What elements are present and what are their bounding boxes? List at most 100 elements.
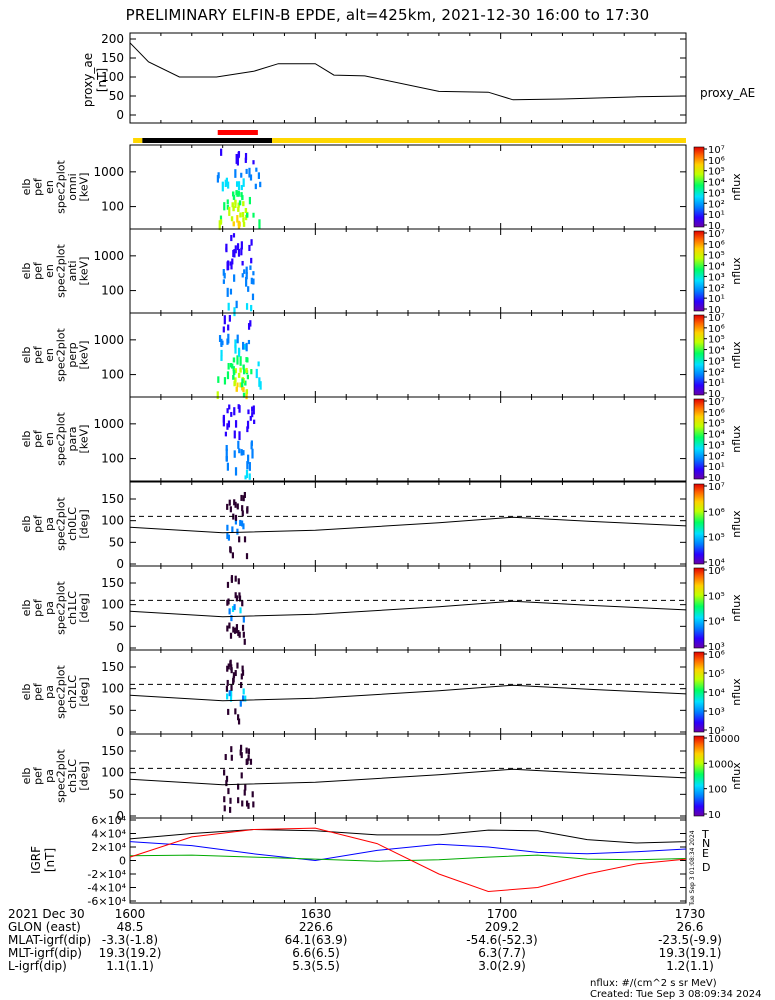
panel-2-spectrogram-cell [240,241,243,250]
panel-2-frame [129,228,687,314]
panel-3-ylabel-line: perp [66,342,79,367]
panel-7-ytick-label: 100 [101,682,124,696]
panel-7-ylabel-line: pef [32,682,45,701]
panel-6-pa-cell [238,595,242,602]
panel-6-ylabel-line: pa [43,601,56,615]
panel-7-pa-cell [232,672,236,679]
colorbar-2-label: nflux [730,257,743,285]
panel-3-spectrogram-core [235,386,238,392]
panel-5-pa-cell [241,505,244,512]
panel-4-spectrogram-cell [224,431,227,437]
colorbar-3-tick-label: 10⁶ [708,324,725,335]
colorbar-4-tick-label: 10⁶ [708,408,725,419]
panel-3-spectrogram-cell [259,381,262,390]
panel-3-spectrogram-cell [247,339,251,345]
panel-3-spectrogram-cell [257,361,260,367]
panel-1-spectrogram-cell [240,185,243,191]
panel-4-ylabel-line: en [43,432,56,446]
panel-8-pa-cell [249,758,253,765]
panel-4-ytick-label: 100 [101,452,124,466]
panel-4-spectrogram-cell [225,448,228,459]
ephemeris-row-label: 2021 Dec 30 [8,907,85,921]
colorbar-1-label: nflux [730,173,743,201]
panel-7-pa-cell [227,708,230,715]
panel-8-pa-cell [247,754,250,761]
panel-4-spectrogram-cell [225,456,228,462]
panel-4-spectrogram-cell [238,448,241,454]
panel-6-pa-cell [226,625,229,632]
panel-7-ylabel-line: spec2plot [55,665,68,719]
colorbar-3-tick-label: 10² [708,367,725,378]
colorbar-6-tick-label: 10⁶ [708,566,725,577]
panel-4-spectrogram-cell [233,450,236,458]
panel-5-pa-cell [226,524,229,531]
panel-6-pa-cell [239,607,242,614]
panel-4-spectrogram-cell [237,404,240,409]
panel-3-spectrogram-core [232,357,236,363]
panel-5-pa-cell [234,518,238,525]
panel-6-pa-cell [228,622,231,629]
panel-2-spectrogram-cell [233,249,236,258]
proxy-ae-ytick-label: 100 [101,70,124,84]
panel-1-spectrogram-core [242,217,245,223]
panel-3-spectrogram-cell [220,349,223,357]
panel-5-pa-cell [242,523,245,530]
panel-4-spectrogram-cell [247,409,250,415]
panel-2-spectrogram-cell [234,245,237,254]
colorbar-2-tick-label: 10⁷ [708,229,725,240]
panel-6-ylabel-line: [deg] [78,593,91,622]
panel-7-pa-cell [226,679,229,686]
igrf-legend-N: N [702,837,710,850]
panel-2-spectrogram-cell [247,286,250,292]
panel-8-pa-cell [247,748,251,755]
panel-3-spectrogram-core [232,369,236,375]
colorbar-6-label: nflux [730,594,743,622]
panel-2-spectrogram-cell [250,277,253,285]
panel-7-pa-cell [242,688,245,695]
panel-3-spectrogram-cell [242,341,245,350]
igrf-ytick-label: -6×10⁴ [87,895,126,908]
panel-2-spectrogram-cell [227,302,230,311]
panel-1-spectrogram-cell [244,157,247,163]
panel-2-spectrogram-cell [235,300,238,309]
panel-2-ylabel-line: spec2plot [55,244,68,298]
panel-7-ytick-label: 150 [101,660,124,674]
panel-6-frame [129,565,687,651]
panel-4-spectrogram-cell [253,419,256,424]
panel-3-spectrogram-core [239,382,242,388]
panel-4-spectrogram-cell [244,475,247,480]
panel-3-spectrogram-cell [247,323,251,330]
panel-5-losscone-solid [129,516,687,534]
ephemeris-value: 26.6 [677,920,704,934]
panel-5-pa-cell [229,547,232,554]
panel-6-losscone-solid [129,600,687,618]
panel-4-spectrogram-cell [233,407,236,416]
panel-7-pa-cell [230,684,233,691]
colorbar-1-tick-label: 10⁴ [708,178,725,189]
panel-3-spectrogram-cell [236,355,239,365]
panel-6-ylabel-line: elb [20,600,33,617]
panel-3-spectrogram-cell [218,335,222,343]
panel-8-pa-cell [251,791,254,798]
panel-8-ylabel-line: ch3LC [66,759,79,793]
state-bar-segment [133,138,143,143]
panel-7-pa-cell [241,665,244,672]
panel-3-spectrogram-core [245,389,249,395]
panel-1-spectrogram-core [231,191,235,197]
panel-6-pa-cell [227,598,230,605]
colorbar-8-tick-label: 100 [708,785,727,796]
ephemeris-value: 5.3(5.5) [292,959,340,973]
panel-6-pa-cell [232,626,235,633]
panel-5-pa-cell [245,553,249,560]
proxy-ae-line [129,42,687,101]
panel-4-spectrogram-cell [226,408,229,414]
ephemeris-value: 19.3(19.1) [659,946,722,960]
state-bar-segment [142,138,273,143]
panel-2-spectrogram-cell [250,257,253,264]
panel-1-spectrogram-core [232,221,235,227]
panel-3-spectrogram-cell [258,377,261,387]
panel-3-spectrogram-cell [241,386,244,391]
panel-5-pa-cell [240,520,244,527]
panel-1-spectrogram-cell [221,181,224,192]
panel-6-ylabel-line: spec2plot [55,581,68,635]
